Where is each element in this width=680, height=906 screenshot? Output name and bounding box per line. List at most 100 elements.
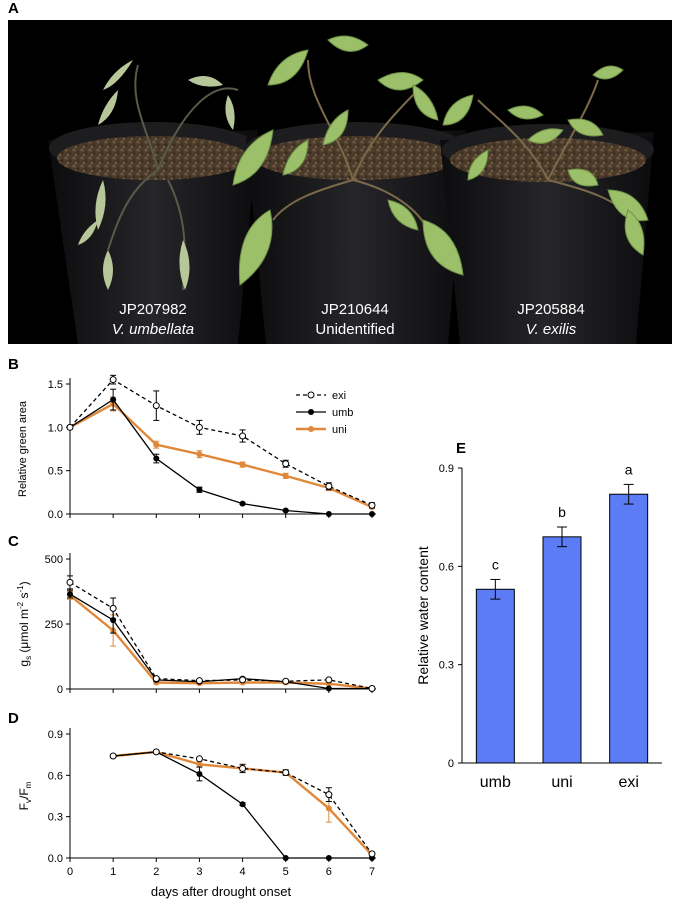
data-point-exi [239,676,247,684]
data-point-umb [239,801,246,808]
series-line-exi [69,378,373,506]
y-tick-label: 1.0 [48,422,63,434]
x-tick-label: 1 [110,866,116,878]
caption-middle-accession: JP210644 [321,301,389,318]
y-tick-label: 0.0 [48,509,63,521]
series-line-exi [69,581,373,690]
legend-marker-uni [308,426,314,432]
data-point-umb [282,855,289,861]
y-tick-label: 0.5 [48,466,63,478]
data-point-exi [325,482,333,490]
chart-fv-fm: 0.0 0.3 0.6 0.9 0 1 2 3 4 5 6 7 days after drought o… [17,728,376,899]
x-tick-label: 5 [283,866,289,878]
plant-photo-illustration [48,35,654,344]
y-axis-label-b: Relative green area [17,400,29,497]
data-point-umb [153,455,160,462]
data-point-exi [152,675,160,683]
series-line-uni [69,594,373,690]
y-tick-label: 0.6 [439,561,454,573]
caption-right-species: V. exilis [525,321,577,338]
legend-label-umb: umb [332,407,353,419]
pot-left [48,122,258,344]
data-point-exi [368,850,376,858]
y-tick-label: 0.3 [439,660,454,672]
data-point-exi [66,578,74,586]
panel-letter-d: D [8,710,19,727]
chart-relative-water-content: 0 0.3 0.6 0.9 Relative water content c umb b uni… [415,461,662,791]
data-point-exi [195,677,203,685]
data-point-exi [109,604,117,612]
bar-umb [475,588,515,764]
data-point-exi [368,684,376,692]
x-tick-label: 0 [67,866,73,878]
data-point-exi [195,755,203,763]
data-point-exi [109,752,117,760]
caption-left: JP207982 V. umbellata [58,300,248,340]
legend-label-exi: exi [332,390,346,402]
data-point-exi [239,764,247,772]
ylabel-c-close: ) [17,581,31,585]
panel-letter-c: C [8,533,19,550]
y-tick-label: 0 [448,758,454,770]
y-tick-label: 0.3 [48,812,63,824]
data-point-uni [153,441,160,448]
panel-letter-a: A [8,0,19,17]
panel-letter-e: E [456,440,467,457]
y-tick-label: 0 [57,684,63,696]
legend-marker-exi [307,391,315,399]
data-point-exi [109,376,117,384]
x-tick-label: 2 [153,866,159,878]
ylabel-d-sub2: m [24,781,33,788]
category-label-uni: uni [551,774,572,791]
data-point-umb [282,507,289,514]
series-line-uni [69,402,373,509]
data-point-umb [110,396,117,403]
bar-exi [609,493,649,764]
legend-label-uni: uni [332,424,347,436]
category-label-umb: umb [480,774,511,791]
y-tick-label: 0.9 [48,729,63,741]
data-point-exi [66,423,74,431]
ylabel-c-sub: s [24,656,33,660]
x-tick-label: 3 [196,866,202,878]
data-point-uni [239,461,246,468]
y-tick-label: 0.6 [48,770,63,782]
data-point-exi [325,676,333,684]
y-axis-label-c: gs (μmol m-2 s-1) [16,581,33,666]
y-tick-label: 0.9 [439,463,454,475]
data-point-umb [325,685,332,692]
data-point-umb [369,511,375,517]
category-label-exi: exi [618,774,638,791]
x-axis-label: days after drought onset [151,884,292,899]
y-axis-label-d: Fv/Fm [17,781,33,810]
data-point-umb [239,500,246,507]
ylabel-d-mid: /F [17,788,31,799]
caption-middle: JP210644 Unidentified [260,300,450,340]
significance-letter-exi: a [625,461,633,477]
y-tick-label: 0.0 [48,853,63,865]
data-point-exi [195,423,203,431]
ylabel-c-unit-b: s [17,593,31,602]
chart-relative-green-area: 0.0 0.5 1.0 1.5 exi umb uni Relative green area [17,374,376,521]
data-point-exi [239,432,247,440]
caption-middle-species: Unidentified [315,321,395,338]
data-point-exi [282,769,290,777]
x-tick-label: 4 [240,866,246,878]
caption-left-species: V. umbellata [111,321,195,338]
pot-right [440,124,654,344]
data-point-exi [152,748,160,756]
data-point-exi [282,460,290,468]
y-tick-label: 1.5 [48,379,63,391]
data-point-umb [196,770,203,777]
data-point-umb [196,486,203,493]
ylabel-c-sup-b: -1 [16,585,25,593]
wilted-leaves [78,60,235,290]
x-tick-label: 7 [369,866,375,878]
bar-uni [542,536,582,764]
data-point-uni [196,451,203,458]
caption-right-accession: JP205884 [517,301,585,318]
x-tick-label: 6 [326,866,332,878]
data-point-uni [325,805,332,812]
data-point-umb [325,511,332,517]
data-point-umb [67,591,73,598]
